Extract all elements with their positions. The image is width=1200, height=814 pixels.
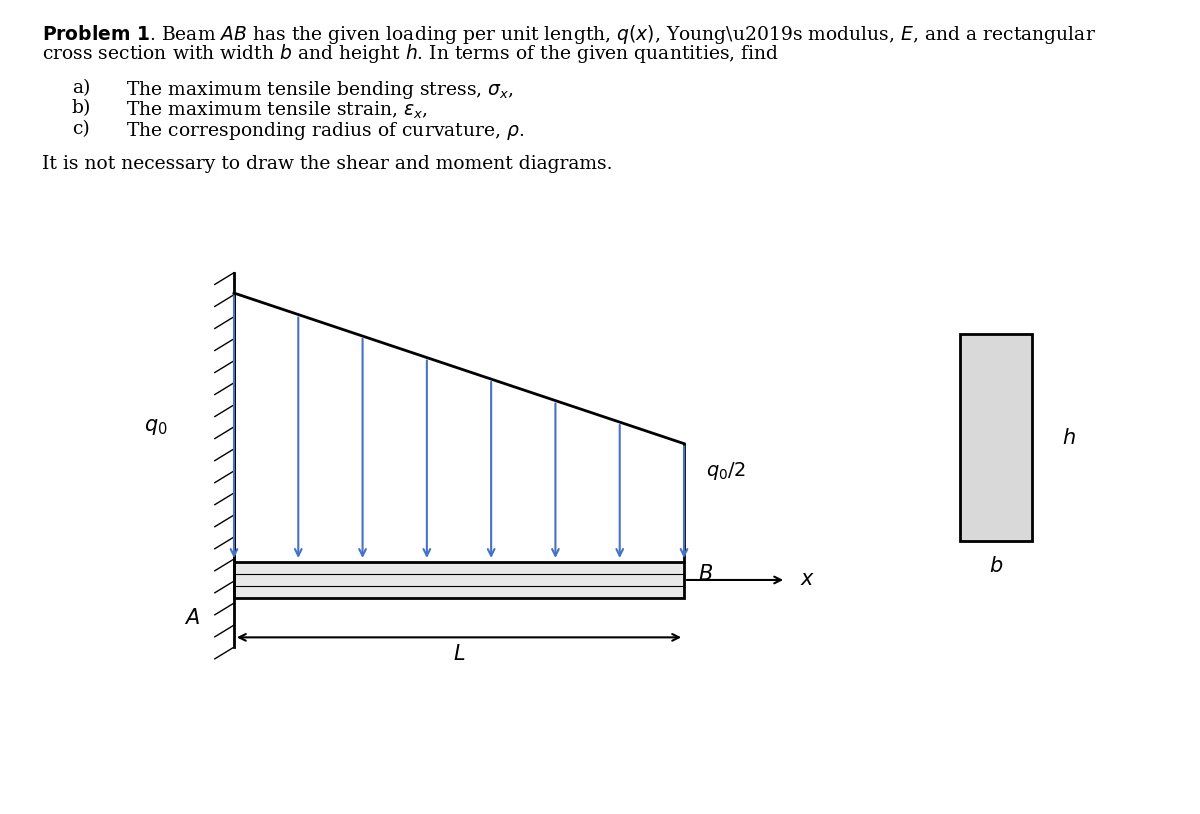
Bar: [960, 334, 1032, 541]
Text: $q_0$: $q_0$: [144, 418, 168, 437]
Text: b): b): [72, 99, 91, 117]
Text: c): c): [72, 120, 90, 138]
Text: $B$: $B$: [698, 564, 714, 584]
Text: The maximum tensile strain, $\varepsilon_x$,: The maximum tensile strain, $\varepsilon…: [126, 99, 428, 120]
Text: $b$: $b$: [989, 556, 1003, 576]
Bar: [234, 562, 684, 598]
Text: It is not necessary to draw the shear and moment diagrams.: It is not necessary to draw the shear an…: [42, 155, 612, 173]
Text: a): a): [72, 79, 90, 97]
Text: $x$: $x$: [800, 571, 816, 589]
Text: cross section with width $b$ and height $h$. In terms of the given quantities, f: cross section with width $b$ and height …: [42, 42, 779, 65]
Text: $q_0/2$: $q_0/2$: [706, 460, 745, 482]
Text: The maximum tensile bending stress, $\sigma_x$,: The maximum tensile bending stress, $\si…: [126, 79, 514, 101]
Text: $A$: $A$: [185, 608, 200, 628]
Text: $L$: $L$: [452, 644, 466, 664]
Text: $\mathbf{Problem\ 1}$. Beam $AB$ has the given loading per unit length, $q(x)$, : $\mathbf{Problem\ 1}$. Beam $AB$ has the…: [42, 23, 1096, 46]
Text: $h$: $h$: [1062, 427, 1076, 448]
Text: The corresponding radius of curvature, $\rho$.: The corresponding radius of curvature, $…: [126, 120, 524, 142]
